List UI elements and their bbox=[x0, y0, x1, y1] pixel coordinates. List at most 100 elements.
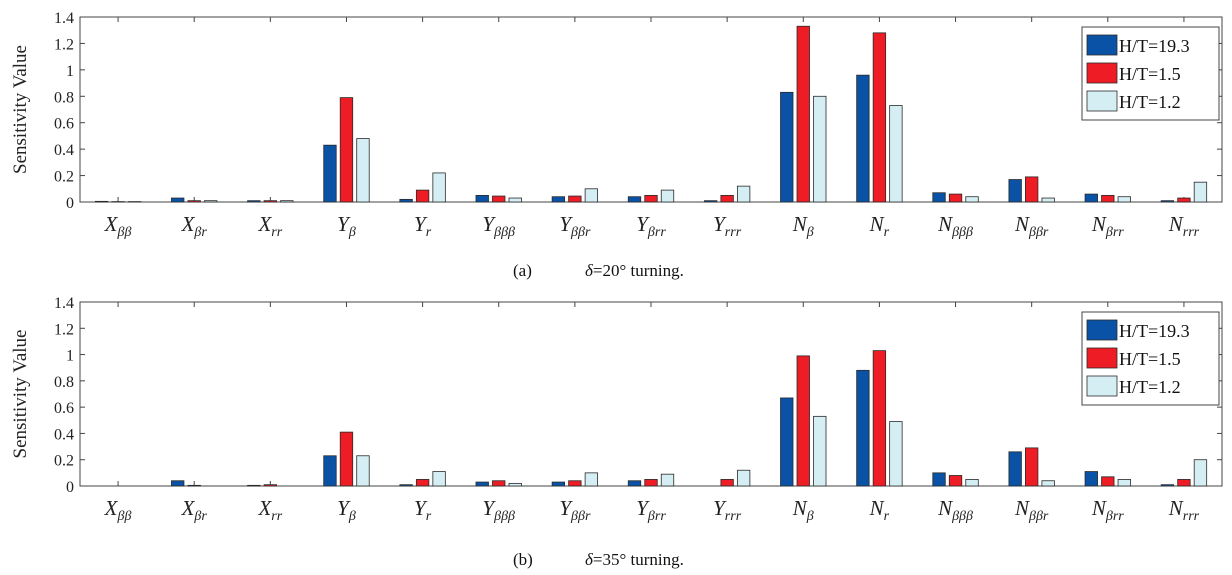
bar-3-8 bbox=[660, 473, 675, 487]
bar-1-12 bbox=[932, 192, 946, 203]
bar-2-10 bbox=[796, 355, 810, 487]
x-tick-label: Xββ bbox=[104, 496, 132, 524]
x-tick-label: Nβrr bbox=[1091, 496, 1124, 524]
x-tick-label-base: Y bbox=[713, 496, 727, 520]
x-tick-label-subscript: βrr bbox=[1105, 225, 1124, 240]
x-tick-label-subscript: βββ bbox=[951, 509, 973, 524]
x-tick-label: Nr bbox=[869, 212, 890, 240]
bar-2-15 bbox=[1177, 197, 1191, 203]
bar-2-15 bbox=[1177, 479, 1191, 487]
bar-2-10 bbox=[796, 25, 810, 203]
x-tick-label-base: N bbox=[1014, 212, 1030, 236]
bar-1-4 bbox=[323, 144, 337, 203]
y-tick-label: 1 bbox=[66, 348, 74, 365]
bar-2-14 bbox=[1101, 194, 1115, 203]
bar-1-5 bbox=[399, 198, 413, 203]
x-tick-label-base: Y bbox=[713, 212, 727, 236]
bar-1-14 bbox=[1084, 193, 1098, 203]
y-tick-label: 0.2 bbox=[54, 169, 74, 186]
x-tick-label-base: X bbox=[257, 496, 272, 520]
legend: H/T=19.3 H/T=1.5 H/T=1.2 bbox=[1081, 311, 1220, 406]
x-tick-label: Xβr bbox=[181, 212, 208, 240]
y-tick-label: 1.2 bbox=[54, 321, 74, 338]
bar-2-12 bbox=[948, 475, 963, 487]
bar-2-13 bbox=[1025, 176, 1039, 203]
bar-2-4 bbox=[339, 97, 354, 203]
y-tick-label: 0.6 bbox=[54, 400, 74, 417]
bar-2-6 bbox=[492, 480, 506, 487]
legend-label-2: H/T=1.5 bbox=[1119, 349, 1181, 369]
x-tick-label-subscript: r bbox=[884, 509, 890, 524]
x-tick-label-subscript: ββr bbox=[570, 509, 591, 524]
bar-2-7 bbox=[568, 480, 582, 487]
y-tick-label: 1.2 bbox=[54, 36, 74, 53]
x-tick-label-subscript: rrr bbox=[725, 509, 742, 524]
x-tick-label-base: X bbox=[181, 496, 196, 520]
caption-label: (a) bbox=[513, 261, 532, 280]
bar-3-14 bbox=[1117, 479, 1131, 487]
bar-2-13 bbox=[1025, 447, 1039, 487]
x-tick-label-subscript: βrr bbox=[1105, 509, 1124, 524]
bar-3-3 bbox=[280, 200, 294, 203]
bar-2-11 bbox=[872, 350, 887, 487]
x-tick-label-base: X bbox=[181, 212, 196, 236]
bar-3-11 bbox=[889, 421, 903, 487]
x-tick-label-base: N bbox=[1168, 212, 1184, 236]
x-tick-label: Yβββ bbox=[482, 212, 515, 240]
bar-1-8 bbox=[627, 196, 642, 203]
x-tick-label: Nr bbox=[869, 496, 890, 524]
x-tick-label-subscript: ββr bbox=[570, 225, 591, 240]
x-tick-label: Nβ bbox=[792, 496, 814, 524]
x-tick-label-base: Y bbox=[482, 212, 496, 236]
x-tick-label-base: N bbox=[1014, 496, 1030, 520]
bar-1-10 bbox=[780, 91, 794, 203]
x-tick-label: Yβrr bbox=[636, 212, 666, 240]
x-tick-label-subscript: β bbox=[348, 509, 356, 524]
x-tick-label-subscript: r bbox=[426, 509, 432, 524]
y-tick-label: 0.8 bbox=[54, 374, 74, 391]
bar-3-13 bbox=[1041, 480, 1055, 487]
x-tick-label-base: N bbox=[937, 496, 953, 520]
caption-a: (a) δ=20° turning. bbox=[513, 261, 684, 280]
x-tick-label-subscript: rrr bbox=[725, 225, 742, 240]
y-tick-label: 0.2 bbox=[54, 453, 74, 470]
x-tick-label: Xrr bbox=[257, 496, 282, 524]
legend-label-1: H/T=19.3 bbox=[1119, 321, 1190, 341]
x-tick-label-subscript: r bbox=[426, 225, 432, 240]
bar-3-14 bbox=[1117, 196, 1131, 203]
x-tick-label: Yββr bbox=[559, 212, 591, 240]
legend-swatch-2 bbox=[1086, 347, 1118, 369]
x-tick-label: Xββ bbox=[104, 212, 132, 240]
x-tick-label-subscript: β bbox=[348, 225, 356, 240]
bar-3-4 bbox=[356, 138, 370, 203]
bar-1-3 bbox=[247, 484, 261, 487]
x-tick-label: Yrrr bbox=[713, 496, 742, 524]
bar-2-6 bbox=[492, 195, 506, 203]
bar-3-13 bbox=[1041, 197, 1055, 203]
x-tick-label-base: Y bbox=[482, 496, 496, 520]
x-tick-label-subscript: βrr bbox=[647, 225, 666, 240]
plot-frame bbox=[79, 16, 1223, 203]
bar-3-10 bbox=[813, 95, 827, 203]
plot-frame bbox=[79, 301, 1223, 487]
caption-text: =20° turning. bbox=[593, 261, 684, 280]
x-tick-label-subscript: βββ bbox=[493, 225, 515, 240]
bar-1-7 bbox=[551, 481, 566, 487]
x-tick-label-subscript: rr bbox=[271, 509, 282, 524]
x-tick-label-subscript: ββ bbox=[117, 509, 132, 524]
bar-3-2 bbox=[204, 200, 218, 203]
x-tick-label-subscript: rr bbox=[271, 225, 282, 240]
bar-1-2 bbox=[171, 197, 185, 203]
x-tick-label: Nβ bbox=[792, 212, 814, 240]
bar-1-6 bbox=[475, 481, 489, 487]
x-tick-label-subscript: ββr bbox=[1028, 509, 1049, 524]
x-tick-label-base: N bbox=[1091, 212, 1107, 236]
bar-1-1 bbox=[94, 200, 109, 203]
legend-label-2: H/T=1.5 bbox=[1119, 64, 1181, 84]
x-tick-label-base: X bbox=[104, 496, 119, 520]
y-tick-label: 1 bbox=[66, 63, 74, 80]
y-tick-label: 0 bbox=[66, 195, 74, 212]
bar-3-6 bbox=[508, 197, 522, 203]
